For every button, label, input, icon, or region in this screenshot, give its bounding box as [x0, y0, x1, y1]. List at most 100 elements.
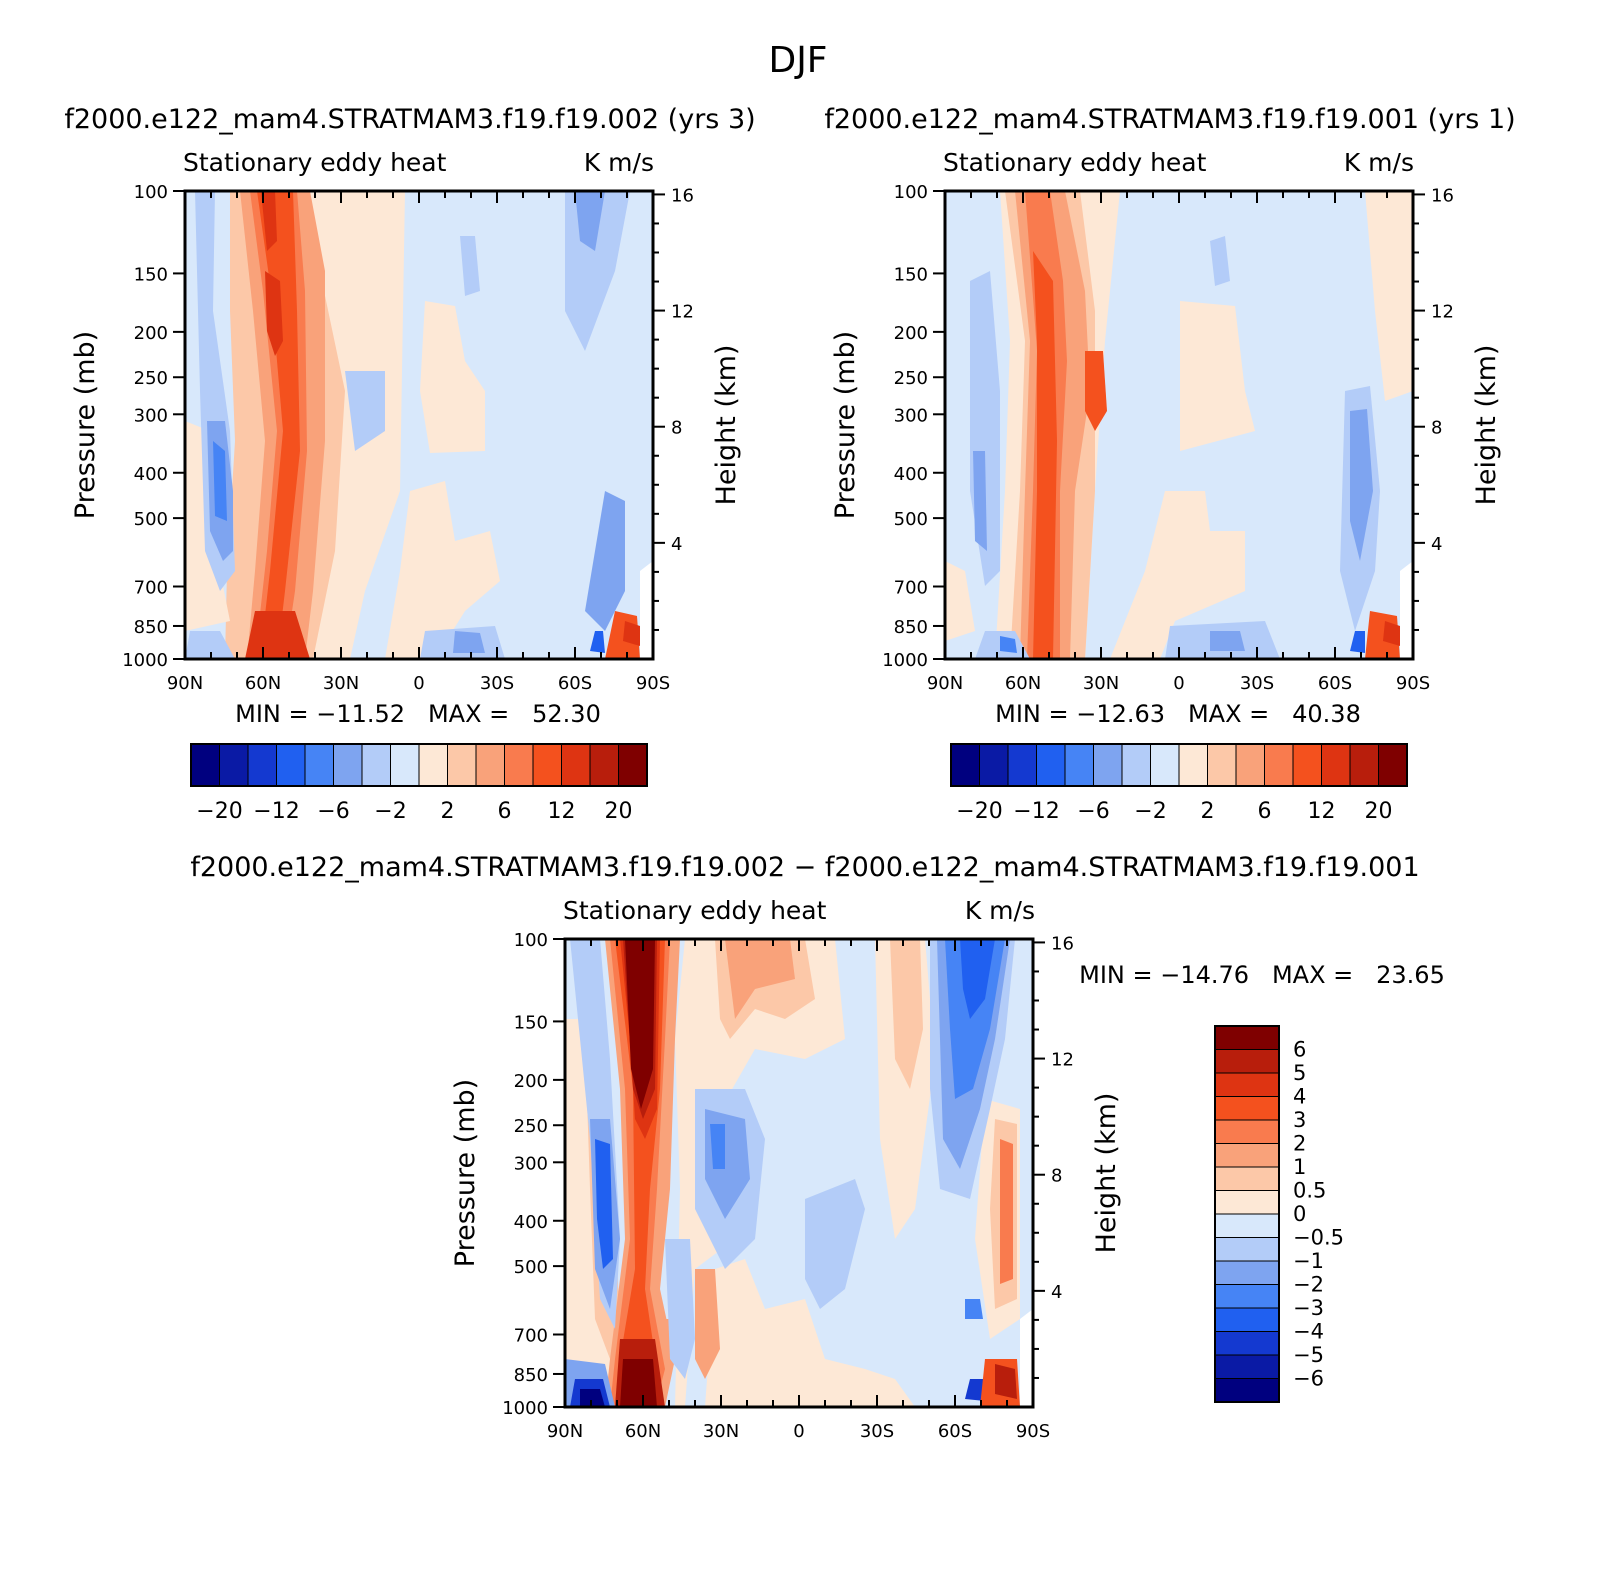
x-tick-label: 0 — [413, 673, 424, 694]
colorbar-label: −5 — [1293, 1343, 1324, 1367]
contour-region — [945, 939, 1005, 1099]
axes-layer: 90N 60N 30N 0 30S 60S 90S100150200250300400500… — [122, 182, 1454, 1442]
contour-region — [665, 1239, 695, 1379]
shading — [565, 939, 1033, 1407]
contour-region — [890, 939, 923, 1089]
y-tick-label: 1000 — [122, 650, 168, 671]
figure-title: DJF — [768, 40, 827, 81]
y-tick-label: 200 — [894, 323, 928, 344]
colorbar-swatch — [333, 743, 363, 787]
panel-3-title: f2000.e122_mam4.STRATMAM3.f19.f19.002 − … — [190, 852, 1419, 883]
contour-region — [575, 191, 605, 251]
x-tick-label: 30N — [323, 673, 359, 694]
y-tick-label: 850 — [514, 1365, 548, 1386]
colorbar-swatch — [1214, 1049, 1280, 1074]
contour-region — [261, 191, 277, 251]
shading — [945, 191, 1413, 659]
contour-region — [265, 271, 283, 356]
colorbar-swatch — [1064, 743, 1094, 787]
contour-region — [705, 1259, 915, 1407]
colorbar-top-1: −20 −12 −6 −2 2 6 12 20 — [190, 743, 648, 824]
panel-2-title: f2000.e122_mam4.STRATMAM3.f19.f19.001 (y… — [824, 104, 1515, 135]
contour-region — [345, 371, 385, 451]
y-tick-label: 500 — [134, 509, 168, 530]
colorbar-swatch — [475, 743, 505, 787]
colorbar-swatch — [1007, 743, 1037, 787]
colorbar-label: −2 — [1134, 799, 1166, 824]
height-tick-label: 16 — [1431, 185, 1454, 206]
contour-region — [213, 441, 227, 521]
contour-region — [1210, 631, 1245, 651]
panel-3-ylabel-right: Height (km) — [1091, 1093, 1122, 1254]
colorbar-frame — [1214, 1025, 1280, 1403]
height-tick-label: 12 — [1051, 1050, 1074, 1071]
colorbar-label: 6 — [498, 799, 512, 824]
colorbar-swatch — [219, 743, 249, 787]
x-tick-label: 60N — [245, 673, 281, 694]
colorbar-swatch — [618, 743, 648, 787]
height-tick-label: 8 — [671, 418, 682, 439]
contour-region — [257, 191, 300, 659]
contour-region — [1180, 301, 1255, 451]
colorbar-swatch — [950, 743, 980, 787]
contour-region — [1350, 409, 1373, 561]
contour-region — [675, 939, 845, 1407]
colorbar-swatch — [1378, 743, 1408, 787]
contour-region — [640, 561, 653, 659]
y-tick-label: 300 — [134, 405, 168, 426]
colorbar-swatch — [304, 743, 334, 787]
panel-3-right-label: K m/s — [965, 896, 1035, 925]
height-tick-label: 12 — [1431, 302, 1454, 323]
contour-region — [590, 631, 605, 653]
x-tick-label: 60N — [1005, 673, 1041, 694]
x-tick-label: 60S — [558, 673, 592, 694]
colorbar-label: 1 — [1293, 1155, 1306, 1179]
colorbar-label: 20 — [605, 799, 633, 824]
y-tick-label: 400 — [514, 1212, 548, 1233]
panel-2-minmax: MIN = −12.63 MAX = 40.38 — [995, 700, 1361, 728]
contour-region — [710, 1124, 725, 1169]
colorbar-swatch — [504, 743, 534, 787]
y-tick-label: 400 — [894, 464, 928, 485]
contour-region — [1350, 631, 1365, 653]
contour-region — [1110, 491, 1245, 659]
colorbar-swatch — [418, 743, 448, 787]
colorbar-label: −6 — [1293, 1367, 1324, 1391]
contour-region — [1383, 621, 1400, 646]
panel-3-plot — [563, 937, 1035, 1409]
colorbar-swatch — [1214, 1190, 1280, 1215]
contour-region — [1000, 636, 1017, 653]
panel-2-right-label: K m/s — [1344, 148, 1414, 177]
height-tick-label: 8 — [1051, 1166, 1062, 1187]
y-tick-label: 700 — [894, 578, 928, 599]
y-tick-label: 150 — [134, 264, 168, 285]
height-tick-label: 4 — [671, 534, 682, 555]
y-tick-label: 500 — [514, 1257, 548, 1278]
y-tick-label: 150 — [894, 264, 928, 285]
colorbar-label: −12 — [253, 799, 299, 824]
colorbar-swatch — [1214, 1166, 1280, 1191]
contour-region — [420, 301, 485, 453]
colorbar-swatch — [1214, 1237, 1280, 1262]
x-tick-label: 30N — [703, 1421, 739, 1442]
contour-region — [625, 939, 655, 1109]
y-tick-label: 200 — [514, 1071, 548, 1092]
contour-region — [453, 631, 485, 653]
contour-region — [695, 1269, 720, 1379]
colorbar-swatch — [1214, 1072, 1280, 1097]
colorbar-swatch — [1214, 1096, 1280, 1121]
y-tick-label: 500 — [894, 509, 928, 530]
contour-region — [1365, 191, 1413, 401]
y-tick-label: 250 — [514, 1116, 548, 1137]
colorbar-label: 12 — [548, 799, 576, 824]
height-tick-label: 12 — [671, 302, 694, 323]
contour-region — [1365, 611, 1400, 659]
contour-region — [1020, 1309, 1033, 1407]
colorbar-swatch — [1214, 1354, 1280, 1379]
colorbar-label: −20 — [196, 799, 242, 824]
panel-2-ylabel-right: Height (km) — [1471, 345, 1502, 506]
panel-1: f2000.e122_mam4.STRATMAM3.f19.f19.002 (y… — [64, 104, 755, 728]
panel-3-axes: 90N 60N 30N 0 30S 60S 90S 100 150 200 250 300 400 500… — [502, 930, 1074, 1442]
colorbar-swatch — [1214, 1331, 1280, 1356]
